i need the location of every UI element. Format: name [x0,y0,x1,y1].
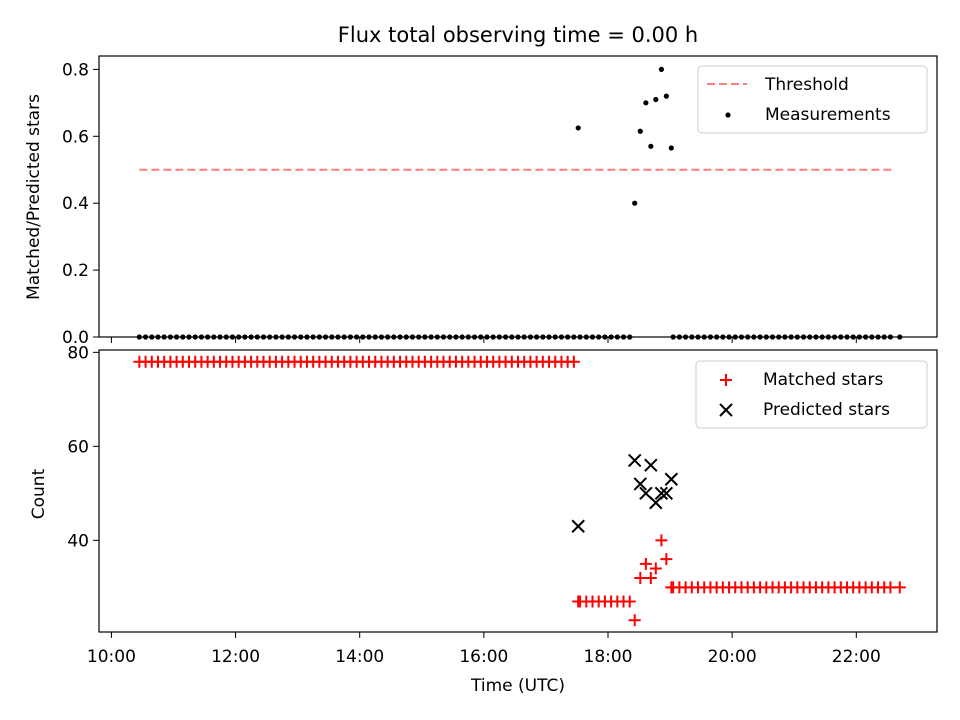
measurement-point [658,66,664,72]
matched-star-marker [665,581,678,594]
predicted-star-marker [654,486,669,501]
matched-star-marker [572,595,585,608]
legend-threshold-label: Threshold [764,75,849,95]
bottom-legend: Matched stars Predicted stars [695,360,928,429]
measurement-point [643,100,649,106]
matched-star-marker [623,595,636,608]
predicted-star-marker [644,458,658,472]
x-tick-label: 20:00 [708,647,757,667]
measurement-point [632,200,638,206]
bottom-y-tick-label: 40 [67,531,89,551]
top-y-tick-label: 0.0 [62,328,89,348]
top-panel: Flux total observing time = 0.00 h 0.00.… [24,23,938,348]
bottom-axes-frame [98,349,938,633]
predicted-star-marker [659,486,674,501]
top-y-tick-label: 0.2 [62,261,89,281]
x-tick-label: 10:00 [87,647,136,667]
matched-star-marker [655,534,668,547]
bottom-y-ticks: 40 60 80 [67,343,99,551]
matched-star-marker [567,355,580,368]
top-y-ticks: 0.0 0.2 0.4 0.6 0.8 [62,60,99,348]
legend-predicted-label: Predicted stars [763,400,890,420]
matched-star-marker [628,614,641,627]
top-y-tick-label: 0.4 [62,194,89,214]
top-chart-title: Flux total observing time = 0.00 h [338,23,698,47]
top-legend: Threshold Measurements [697,65,928,134]
x-tick-label: 22:00 [832,647,881,667]
matched-star-marker [639,557,652,570]
x-tick-label: 16:00 [459,647,508,667]
x-tick-label: 12:00 [211,647,260,667]
top-y-axis-label: Matched/Predicted stars [24,94,44,300]
x-tick-label: 18:00 [584,647,633,667]
measurement-point [637,128,643,134]
measurement-point [648,143,654,149]
predicted-star-marker [571,519,585,533]
bottom-x-ticks: 10:00 12:00 14:00 16:00 18:00 20:00 22:00 [87,632,881,667]
predicted-star-marker [633,477,647,491]
x-axis-label: Time (UTC) [470,676,565,696]
measurement-point [663,93,669,99]
bottom-y-tick-label: 80 [67,343,89,363]
matched-star-marker [634,571,647,584]
x-tick-label: 14:00 [335,647,384,667]
measurement-point [575,125,581,131]
matched-star-marker [660,553,673,566]
top-legend-box [697,65,928,134]
predicted-star-marker [627,453,642,468]
bottom-y-tick-label: 60 [67,437,89,457]
legend-measurements-swatch [725,112,731,118]
measurement-point [653,96,659,103]
predicted-star-marker [664,472,679,486]
matched-star-marker [644,571,657,584]
top-y-tick-label: 0.8 [62,60,89,80]
matched-star-marker [649,562,662,575]
legend-predicted-swatch [719,403,733,417]
top-axes-frame [98,55,938,338]
bottom-plot-area [133,355,906,627]
legend-matched-label: Matched stars [763,370,883,390]
legend-measurements-label: Measurements [765,105,891,125]
legend-matched-swatch [720,374,732,386]
top-x-ticks [110,337,857,343]
measurement-point [668,145,674,151]
bottom-panel: 40 60 80 10:00 12:00 14:00 16:00 18:00 20:00 22:… [29,343,938,696]
matched-star-marker [893,581,906,594]
top-y-tick-label: 0.6 [62,127,89,147]
bottom-y-axis-label: Count [29,468,49,519]
bottom-legend-box [695,360,928,429]
top-plot-area [136,66,903,340]
